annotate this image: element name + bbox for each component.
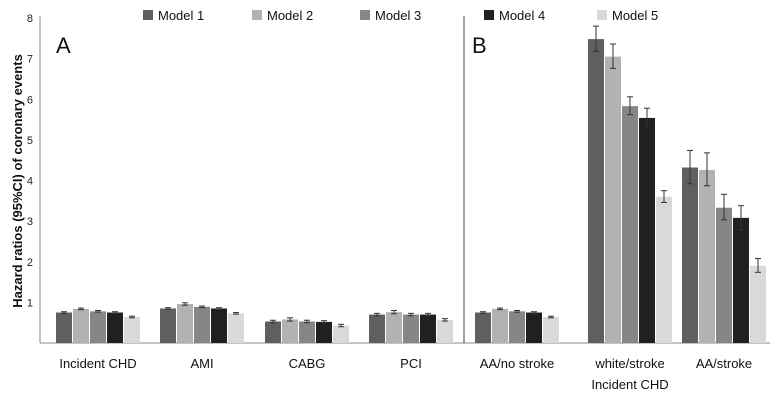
bar-model-4-aa-no-stroke xyxy=(526,312,542,343)
x-group-label: Incident CHD xyxy=(591,377,668,392)
bar-model-5-ami xyxy=(228,313,244,343)
bar-model-1-cabg xyxy=(265,321,281,343)
x-category-label: AA/no stroke xyxy=(480,356,554,371)
y-tick-label: 1 xyxy=(27,297,33,309)
bar-model-3-incident-chd xyxy=(90,311,106,343)
bar-model-3-aa-no-stroke xyxy=(509,311,525,343)
bar-model-4-cabg xyxy=(316,321,332,343)
legend-item: Model 5 xyxy=(597,8,658,23)
bar-model-2-incident-chd xyxy=(73,308,89,343)
legend-swatch xyxy=(360,10,370,20)
bar-model-5-aa-stroke xyxy=(750,265,766,343)
legend-label: Model 4 xyxy=(499,8,545,23)
y-tick-label: 5 xyxy=(27,135,33,147)
bar-model-5-incident-chd xyxy=(124,317,140,343)
y-tick-label: 7 xyxy=(27,54,33,66)
y-tick-label: 8 xyxy=(27,13,33,25)
bar-model-3-cabg xyxy=(299,321,315,343)
bar-model-1-pci xyxy=(369,314,385,343)
legend-swatch xyxy=(597,10,607,20)
bar-model-4-white-stroke xyxy=(639,117,655,343)
bar-model-4-incident-chd xyxy=(107,312,123,343)
bar-model-1-aa-stroke xyxy=(682,167,698,343)
bar-model-2-ami xyxy=(177,304,193,343)
x-category-label: AMI xyxy=(190,356,213,371)
y-tick-label: 2 xyxy=(27,257,33,269)
legend-swatch xyxy=(252,10,262,20)
bar-model-2-white-stroke xyxy=(605,56,621,343)
bar-model-1-aa-no-stroke xyxy=(475,312,491,343)
bar-model-2-aa-stroke xyxy=(699,169,715,343)
bar-model-2-cabg xyxy=(282,319,298,343)
legend-item: Model 1 xyxy=(143,8,204,23)
legend-label: Model 3 xyxy=(375,8,421,23)
bar-model-3-pci xyxy=(403,314,419,343)
bar-model-4-aa-stroke xyxy=(733,217,749,343)
bar-model-5-pci xyxy=(437,319,453,343)
bar-model-4-ami xyxy=(211,308,227,343)
legend-swatch xyxy=(143,10,153,20)
chart-bars xyxy=(56,39,766,343)
y-tick-label: 6 xyxy=(27,94,33,106)
x-category-label: AA/stroke xyxy=(696,356,752,371)
legend-label: Model 1 xyxy=(158,8,204,23)
bar-model-3-white-stroke xyxy=(622,106,638,343)
legend-swatch xyxy=(484,10,494,20)
legend-item: Model 4 xyxy=(484,8,545,23)
bar-model-1-incident-chd xyxy=(56,312,72,343)
bar-model-3-aa-stroke xyxy=(716,207,732,343)
bar-model-5-white-stroke xyxy=(656,196,672,343)
y-tick-label: 4 xyxy=(27,176,33,188)
bar-model-2-aa-no-stroke xyxy=(492,308,508,343)
x-category-label: Incident CHD xyxy=(59,356,136,371)
bar-model-1-white-stroke xyxy=(588,39,604,343)
y-axis-title: Hazard ratios (95%CI) of coronary events xyxy=(10,54,25,308)
legend-item: Model 2 xyxy=(252,8,313,23)
x-category-label: white/stroke xyxy=(594,356,664,371)
bar-model-4-pci xyxy=(420,314,436,343)
legend-label: Model 2 xyxy=(267,8,313,23)
legend-label: Model 5 xyxy=(612,8,658,23)
bar-model-5-cabg xyxy=(333,325,349,343)
panel-label-a: A xyxy=(56,33,71,58)
chart-error-bars xyxy=(61,25,761,328)
bar-model-1-ami xyxy=(160,308,176,343)
x-category-label: CABG xyxy=(289,356,326,371)
bar-model-2-pci xyxy=(386,312,402,343)
panel-label-b: B xyxy=(472,33,487,58)
legend-item: Model 3 xyxy=(360,8,421,23)
chart-legend: Model 1 Model 2 Model 3 Model 4 Model 5 xyxy=(143,8,658,23)
bar-model-5-aa-no-stroke xyxy=(543,317,559,343)
bar-model-3-ami xyxy=(194,306,210,343)
y-tick-label: 3 xyxy=(27,216,33,228)
x-category-label: PCI xyxy=(400,356,422,371)
